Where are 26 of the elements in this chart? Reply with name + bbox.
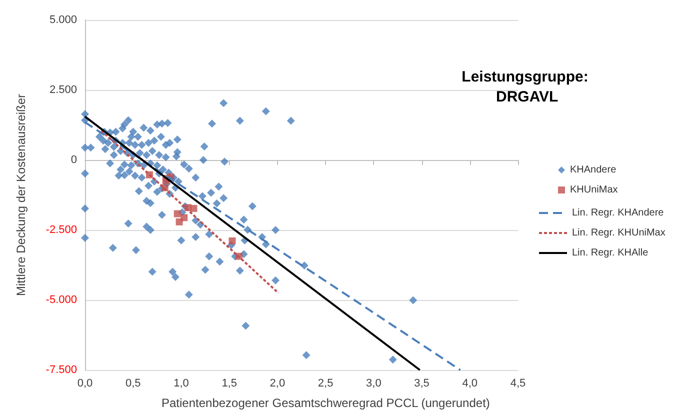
y-tick-label: 5.000	[49, 14, 77, 26]
x-tick-label: 0,5	[125, 378, 141, 390]
x-tick-label: 3,0	[366, 378, 382, 390]
point	[180, 214, 188, 222]
legend-label: Lin. Regr. KHUniMax	[572, 228, 666, 238]
legend-label: Lin. Regr. KHAndere	[572, 208, 664, 218]
x-tick-label: 1,0	[174, 378, 189, 390]
y-tick-label: -2.500	[46, 224, 77, 236]
y-tick-label: 0	[70, 154, 77, 166]
legend-label: KHAndere	[570, 164, 617, 176]
x-tick-label: 2,5	[318, 378, 334, 390]
legend-label: Lin. Regr. KHAlle	[572, 248, 649, 258]
y-axis-title: Mittlere Deckung der Kostenausreißer	[14, 94, 28, 296]
x-tick-label: 1,5	[222, 378, 237, 390]
y-tick-label: -5.000	[46, 294, 77, 306]
x-axis-title: Patientenbezogener Gesamtschweregrad PCCL (ungerundet)	[162, 396, 490, 410]
y-tick-label: -7.500	[46, 364, 77, 376]
text: Leistungsgruppe: DRGAVL	[462, 68, 588, 106]
x-tick-label: 2,0	[270, 378, 286, 390]
point	[190, 204, 198, 212]
x-tick-label: 0,0	[77, 378, 93, 390]
y-tick-label: 2.500	[49, 84, 77, 96]
x-tick-label: 4,5	[510, 378, 526, 390]
x-tick-label: 4,0	[462, 378, 478, 390]
legend-label: KHUniMax	[570, 184, 618, 196]
x-tick-label: 3,5	[414, 378, 430, 390]
